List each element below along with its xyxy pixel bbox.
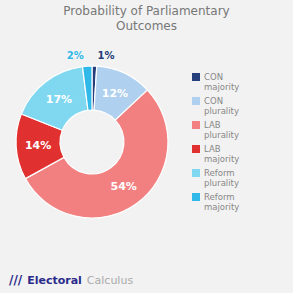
legend-label: LABmajority xyxy=(204,144,239,164)
slices xyxy=(16,66,168,218)
data-label: 1% xyxy=(98,50,115,61)
legend-label: Reformplurality xyxy=(204,168,239,188)
annotation: /// xyxy=(9,273,23,287)
legend-swatch xyxy=(192,193,200,201)
legend-swatch xyxy=(192,97,200,105)
data-label: 17% xyxy=(46,93,72,106)
title: Probability of ParliamentaryOutcomes xyxy=(63,4,229,33)
chart-container: Probability of ParliamentaryOutcomes 1% 12… xyxy=(0,0,293,293)
legend-swatch xyxy=(192,169,200,177)
slice xyxy=(82,66,92,110)
data-label: 54% xyxy=(111,180,137,193)
legend-label: CONmajority xyxy=(204,72,239,92)
legend-swatch xyxy=(192,145,200,153)
legend-label: LABplurality xyxy=(204,120,239,140)
slice xyxy=(21,67,88,131)
background xyxy=(0,0,293,293)
legend-swatch xyxy=(192,121,200,129)
chart: Probability of ParliamentaryOutcomes 1% 12… xyxy=(0,0,293,293)
data-label: 2% xyxy=(67,50,84,61)
legend-label: Reformmajority xyxy=(204,192,239,212)
watermark: /// Electoral Calculus xyxy=(9,273,133,287)
legend: CONmajority CONplurality LABplurality LABma… xyxy=(192,72,239,212)
legend-swatch xyxy=(192,73,200,81)
annotation: Calculus xyxy=(87,274,134,287)
data-label: 12% xyxy=(102,87,128,100)
data-label: 14% xyxy=(25,139,51,152)
legend-label: CONplurality xyxy=(204,96,239,116)
annotation: Electoral xyxy=(27,274,82,287)
data-labels: 1% 12% 54% 14% 17% 2% xyxy=(25,50,137,193)
